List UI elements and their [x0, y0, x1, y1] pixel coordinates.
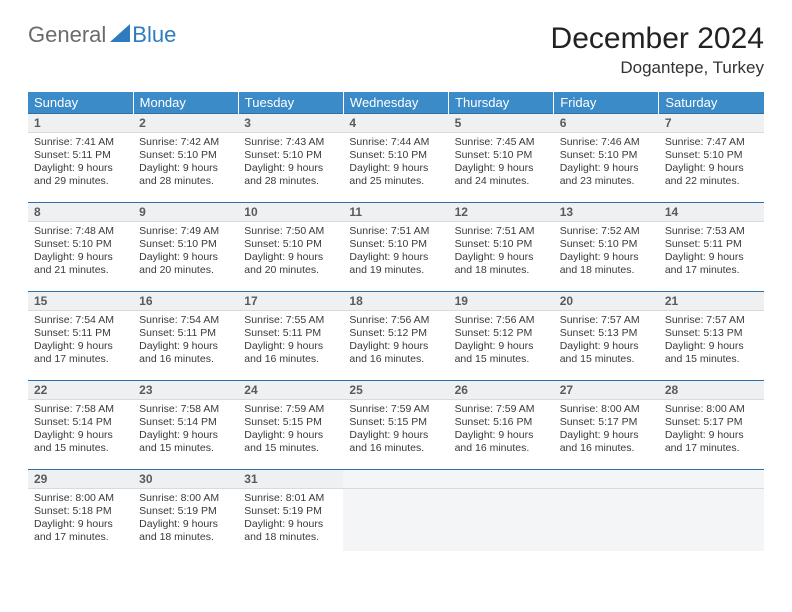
dow-header: Tuesday — [238, 92, 343, 114]
day-content-cell: Sunrise: 7:57 AMSunset: 5:13 PMDaylight:… — [659, 311, 764, 373]
day-content-cell: Sunrise: 7:44 AMSunset: 5:10 PMDaylight:… — [343, 133, 448, 195]
dow-header: Friday — [554, 92, 659, 114]
dow-header: Sunday — [28, 92, 133, 114]
day-number-cell: 1 — [28, 114, 133, 133]
day-content-cell: Sunrise: 7:58 AMSunset: 5:14 PMDaylight:… — [28, 400, 133, 462]
day-number-cell: 5 — [449, 114, 554, 133]
day-content-cell: Sunrise: 7:47 AMSunset: 5:10 PMDaylight:… — [659, 133, 764, 195]
day-number-cell: 14 — [659, 203, 764, 222]
day-number-cell: 8 — [28, 203, 133, 222]
day-number-cell — [659, 470, 764, 489]
day-content-cell: Sunrise: 8:00 AMSunset: 5:17 PMDaylight:… — [659, 400, 764, 462]
calendar-table: Sunday Monday Tuesday Wednesday Thursday… — [28, 92, 764, 551]
logo-text-general: General — [28, 22, 106, 48]
day-number-cell: 28 — [659, 381, 764, 400]
day-content-cell: Sunrise: 7:52 AMSunset: 5:10 PMDaylight:… — [554, 222, 659, 284]
day-number-cell: 17 — [238, 292, 343, 311]
location: Dogantepe, Turkey — [551, 58, 764, 78]
logo-triangle-icon — [110, 24, 130, 47]
day-content-cell: Sunrise: 7:48 AMSunset: 5:10 PMDaylight:… — [28, 222, 133, 284]
day-number-cell: 23 — [133, 381, 238, 400]
day-content-cell: Sunrise: 7:53 AMSunset: 5:11 PMDaylight:… — [659, 222, 764, 284]
dow-header: Monday — [133, 92, 238, 114]
day-number-cell: 21 — [659, 292, 764, 311]
day-number-cell — [343, 470, 448, 489]
day-content-cell: Sunrise: 7:51 AMSunset: 5:10 PMDaylight:… — [449, 222, 554, 284]
day-number-cell: 12 — [449, 203, 554, 222]
day-content-cell: Sunrise: 7:43 AMSunset: 5:10 PMDaylight:… — [238, 133, 343, 195]
day-content-cell — [554, 489, 659, 551]
day-content-cell: Sunrise: 7:50 AMSunset: 5:10 PMDaylight:… — [238, 222, 343, 284]
day-number-cell: 11 — [343, 203, 448, 222]
day-number-cell: 15 — [28, 292, 133, 311]
logo: General Blue — [28, 22, 176, 48]
day-number-row: 1234567 — [28, 114, 764, 133]
day-content-cell: Sunrise: 7:51 AMSunset: 5:10 PMDaylight:… — [343, 222, 448, 284]
day-content-cell: Sunrise: 7:46 AMSunset: 5:10 PMDaylight:… — [554, 133, 659, 195]
dow-row: Sunday Monday Tuesday Wednesday Thursday… — [28, 92, 764, 114]
day-content-cell — [659, 489, 764, 551]
day-content-row: Sunrise: 7:54 AMSunset: 5:11 PMDaylight:… — [28, 311, 764, 373]
day-content-cell — [449, 489, 554, 551]
day-number-cell: 4 — [343, 114, 448, 133]
dow-header: Saturday — [659, 92, 764, 114]
day-number-row: 22232425262728 — [28, 381, 764, 400]
day-number-cell: 29 — [28, 470, 133, 489]
day-content-cell: Sunrise: 7:45 AMSunset: 5:10 PMDaylight:… — [449, 133, 554, 195]
day-number-cell: 30 — [133, 470, 238, 489]
day-content-cell: Sunrise: 7:54 AMSunset: 5:11 PMDaylight:… — [133, 311, 238, 373]
day-number-cell: 7 — [659, 114, 764, 133]
day-content-cell: Sunrise: 7:41 AMSunset: 5:11 PMDaylight:… — [28, 133, 133, 195]
day-content-cell: Sunrise: 8:00 AMSunset: 5:19 PMDaylight:… — [133, 489, 238, 551]
day-number-row: 293031 — [28, 470, 764, 489]
dow-header: Wednesday — [343, 92, 448, 114]
day-number-cell: 24 — [238, 381, 343, 400]
logo-text-blue: Blue — [132, 22, 176, 48]
day-content-cell: Sunrise: 7:59 AMSunset: 5:15 PMDaylight:… — [343, 400, 448, 462]
day-number-cell: 3 — [238, 114, 343, 133]
day-number-cell: 18 — [343, 292, 448, 311]
day-content-row: Sunrise: 7:58 AMSunset: 5:14 PMDaylight:… — [28, 400, 764, 462]
day-content-cell: Sunrise: 7:58 AMSunset: 5:14 PMDaylight:… — [133, 400, 238, 462]
day-content-cell: Sunrise: 7:59 AMSunset: 5:16 PMDaylight:… — [449, 400, 554, 462]
day-number-cell — [554, 470, 659, 489]
day-number-cell: 22 — [28, 381, 133, 400]
day-number-cell: 2 — [133, 114, 238, 133]
day-number-cell: 25 — [343, 381, 448, 400]
day-content-cell: Sunrise: 7:42 AMSunset: 5:10 PMDaylight:… — [133, 133, 238, 195]
day-number-cell: 27 — [554, 381, 659, 400]
day-content-cell: Sunrise: 8:00 AMSunset: 5:17 PMDaylight:… — [554, 400, 659, 462]
title-block: December 2024 Dogantepe, Turkey — [551, 22, 764, 78]
day-content-cell: Sunrise: 7:49 AMSunset: 5:10 PMDaylight:… — [133, 222, 238, 284]
day-number-cell: 13 — [554, 203, 659, 222]
day-number-cell: 10 — [238, 203, 343, 222]
day-content-cell: Sunrise: 8:01 AMSunset: 5:19 PMDaylight:… — [238, 489, 343, 551]
day-content-row: Sunrise: 8:00 AMSunset: 5:18 PMDaylight:… — [28, 489, 764, 551]
day-content-cell: Sunrise: 7:56 AMSunset: 5:12 PMDaylight:… — [343, 311, 448, 373]
day-number-cell: 31 — [238, 470, 343, 489]
month-title: December 2024 — [551, 22, 764, 56]
day-content-cell: Sunrise: 7:59 AMSunset: 5:15 PMDaylight:… — [238, 400, 343, 462]
day-content-cell: Sunrise: 7:57 AMSunset: 5:13 PMDaylight:… — [554, 311, 659, 373]
day-content-cell: Sunrise: 7:55 AMSunset: 5:11 PMDaylight:… — [238, 311, 343, 373]
day-content-cell: Sunrise: 7:56 AMSunset: 5:12 PMDaylight:… — [449, 311, 554, 373]
dow-header: Thursday — [449, 92, 554, 114]
day-number-cell: 20 — [554, 292, 659, 311]
header: General Blue December 2024 Dogantepe, Tu… — [28, 22, 764, 78]
day-number-cell — [449, 470, 554, 489]
day-number-cell: 6 — [554, 114, 659, 133]
day-number-row: 15161718192021 — [28, 292, 764, 311]
day-number-cell: 16 — [133, 292, 238, 311]
day-number-cell: 19 — [449, 292, 554, 311]
day-content-row: Sunrise: 7:48 AMSunset: 5:10 PMDaylight:… — [28, 222, 764, 284]
day-number-cell: 26 — [449, 381, 554, 400]
day-content-row: Sunrise: 7:41 AMSunset: 5:11 PMDaylight:… — [28, 133, 764, 195]
day-content-cell: Sunrise: 7:54 AMSunset: 5:11 PMDaylight:… — [28, 311, 133, 373]
day-number-row: 891011121314 — [28, 203, 764, 222]
day-content-cell: Sunrise: 8:00 AMSunset: 5:18 PMDaylight:… — [28, 489, 133, 551]
day-number-cell: 9 — [133, 203, 238, 222]
day-content-cell — [343, 489, 448, 551]
